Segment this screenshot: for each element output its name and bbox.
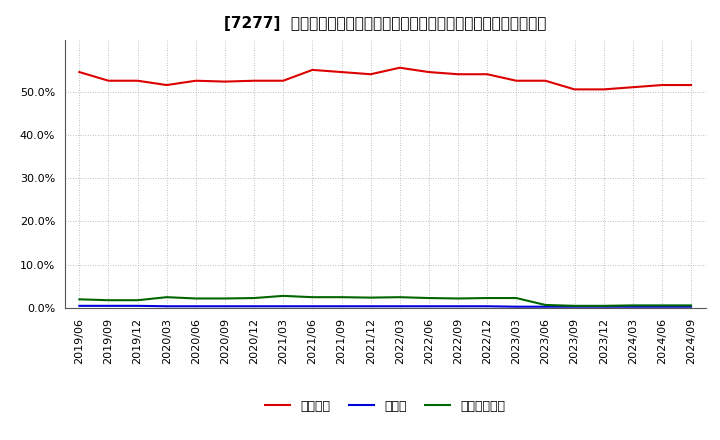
Legend: 自己資本, のれん, 繰延税金資産: 自己資本, のれん, 繰延税金資産 xyxy=(260,395,510,418)
自己資本 xyxy=(483,72,492,77)
のれん xyxy=(483,304,492,309)
のれん xyxy=(687,304,696,309)
Line: のれん: のれん xyxy=(79,306,691,307)
自己資本 xyxy=(366,72,375,77)
のれん xyxy=(163,304,171,309)
自己資本 xyxy=(599,87,608,92)
繰延税金資産 xyxy=(337,294,346,300)
繰延税金資産 xyxy=(133,297,142,303)
のれん xyxy=(599,304,608,309)
のれん xyxy=(250,304,258,309)
自己資本 xyxy=(687,82,696,88)
のれん xyxy=(337,304,346,309)
繰延税金資産 xyxy=(395,294,404,300)
のれん xyxy=(395,304,404,309)
のれん xyxy=(220,304,229,309)
自己資本 xyxy=(454,72,462,77)
繰延税金資産 xyxy=(425,295,433,301)
自己資本 xyxy=(220,79,229,84)
のれん xyxy=(279,304,287,309)
Line: 自己資本: 自己資本 xyxy=(79,68,691,89)
繰延税金資産 xyxy=(163,294,171,300)
自己資本 xyxy=(657,82,666,88)
のれん xyxy=(308,304,317,309)
自己資本 xyxy=(133,78,142,83)
繰延税金資産 xyxy=(250,295,258,301)
自己資本 xyxy=(308,67,317,73)
自己資本 xyxy=(192,78,200,83)
繰延税金資産 xyxy=(483,295,492,301)
自己資本 xyxy=(104,78,113,83)
繰延税金資産 xyxy=(454,296,462,301)
自己資本 xyxy=(337,70,346,75)
Line: 繰延税金資産: 繰延税金資産 xyxy=(79,296,691,306)
のれん xyxy=(570,304,579,309)
自己資本 xyxy=(570,87,579,92)
のれん xyxy=(657,304,666,309)
自己資本 xyxy=(629,84,637,90)
のれん xyxy=(75,303,84,308)
繰延税金資産 xyxy=(104,297,113,303)
繰延税金資産 xyxy=(279,293,287,298)
繰延税金資産 xyxy=(541,302,550,308)
繰延税金資産 xyxy=(220,296,229,301)
繰延税金資産 xyxy=(75,297,84,302)
のれん xyxy=(192,304,200,309)
のれん xyxy=(366,304,375,309)
繰延税金資産 xyxy=(308,294,317,300)
繰延税金資産 xyxy=(629,303,637,308)
繰延税金資産 xyxy=(687,303,696,308)
Title: [7277]  自己資本、のれん、繰延税金資産の総資産に対する比率の推移: [7277] 自己資本、のれん、繰延税金資産の総資産に対する比率の推移 xyxy=(224,16,546,32)
のれん xyxy=(541,304,550,309)
自己資本 xyxy=(250,78,258,83)
のれん xyxy=(104,303,113,308)
のれん xyxy=(454,304,462,309)
自己資本 xyxy=(279,78,287,83)
繰延税金資産 xyxy=(512,295,521,301)
自己資本 xyxy=(395,65,404,70)
自己資本 xyxy=(425,70,433,75)
自己資本 xyxy=(541,78,550,83)
自己資本 xyxy=(512,78,521,83)
繰延税金資産 xyxy=(599,303,608,308)
のれん xyxy=(512,304,521,309)
のれん xyxy=(425,304,433,309)
繰延税金資産 xyxy=(366,295,375,300)
自己資本 xyxy=(75,70,84,75)
繰延税金資産 xyxy=(192,296,200,301)
のれん xyxy=(629,304,637,309)
自己資本 xyxy=(163,82,171,88)
繰延税金資産 xyxy=(570,303,579,308)
繰延税金資産 xyxy=(657,303,666,308)
のれん xyxy=(133,303,142,308)
